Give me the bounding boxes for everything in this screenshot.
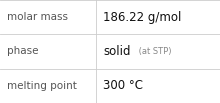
Text: (at STP): (at STP) [136,47,172,56]
Text: molar mass: molar mass [7,12,68,22]
Text: phase: phase [7,46,38,57]
Text: 186.22 g/mol: 186.22 g/mol [103,11,182,24]
Text: 300 °C: 300 °C [103,79,143,92]
Text: solid: solid [103,45,131,58]
Text: melting point: melting point [7,81,77,91]
